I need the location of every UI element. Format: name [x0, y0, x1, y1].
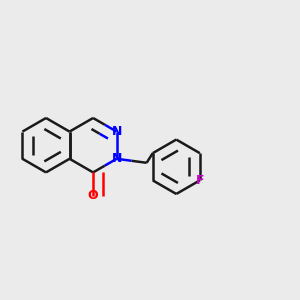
Text: N: N [112, 152, 122, 165]
Text: N: N [112, 125, 122, 138]
Text: O: O [88, 189, 98, 202]
Text: F: F [196, 174, 204, 187]
